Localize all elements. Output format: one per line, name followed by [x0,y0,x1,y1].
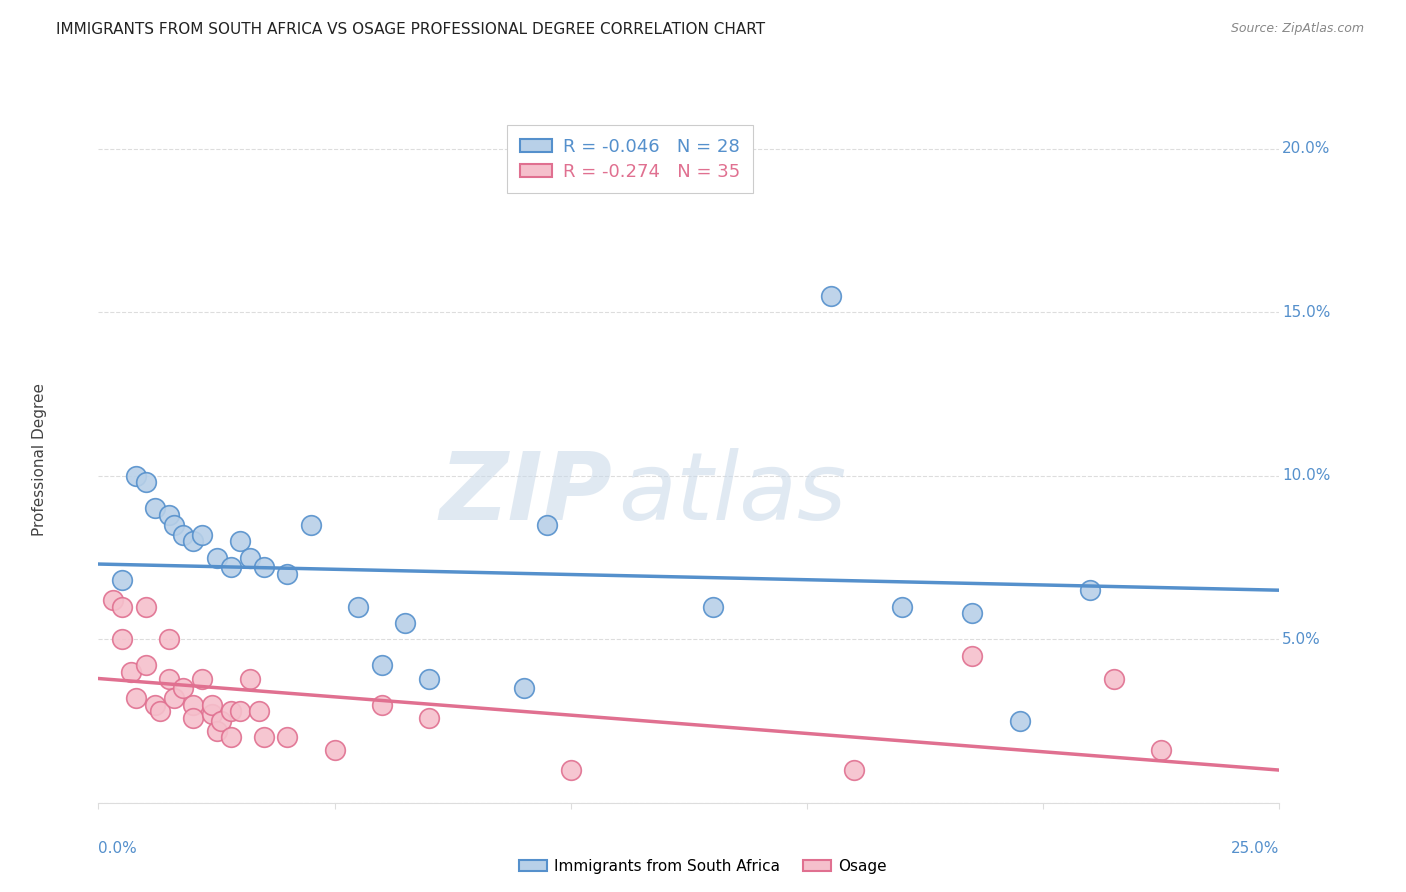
Point [143,698,166,712]
Text: 20.0%: 20.0% [1282,141,1330,156]
Point [201,707,224,722]
Point [1008,714,1031,728]
Point [229,704,252,718]
Point [163,691,186,706]
Point [205,550,228,565]
Point [125,468,148,483]
Point [276,566,298,581]
Point [299,517,322,532]
Legend: R = -0.046   N = 28, R = -0.274   N = 35: R = -0.046 N = 28, R = -0.274 N = 35 [508,125,752,194]
Point [512,681,534,696]
Point [229,534,252,549]
Point [111,632,134,647]
Point [253,560,276,574]
Point [135,658,157,673]
Point [394,615,416,630]
Point [209,714,232,728]
Text: 15.0%: 15.0% [1282,305,1330,319]
Point [702,599,724,614]
Point [253,731,276,745]
Point [418,672,440,686]
Point [201,698,224,712]
Point [371,658,394,673]
Point [323,743,346,757]
Point [181,698,204,712]
Point [347,599,370,614]
Point [191,527,214,541]
Point [844,763,866,777]
Text: Source: ZipAtlas.com: Source: ZipAtlas.com [1230,22,1364,36]
Legend: Immigrants from South Africa, Osage: Immigrants from South Africa, Osage [513,853,893,880]
Text: ZIP: ZIP [439,448,612,540]
Text: 25.0%: 25.0% [1232,840,1279,855]
Point [125,691,148,706]
Point [149,704,172,718]
Point [247,704,270,718]
Point [181,534,204,549]
Point [121,665,143,679]
Point [172,527,194,541]
Point [418,711,440,725]
Point [1150,743,1173,757]
Point [219,704,242,718]
Point [820,289,842,303]
Point [157,672,180,686]
Point [219,731,242,745]
Point [163,517,186,532]
Point [205,723,228,738]
Point [143,501,166,516]
Text: 10.0%: 10.0% [1282,468,1330,483]
Point [536,517,558,532]
Text: atlas: atlas [619,448,846,540]
Point [157,508,180,522]
Text: Professional Degree: Professional Degree [32,383,46,536]
Point [191,672,214,686]
Point [962,606,984,620]
Text: 5.0%: 5.0% [1282,632,1320,647]
Point [276,731,298,745]
Point [157,632,180,647]
Point [101,593,124,607]
Point [890,599,912,614]
Point [135,475,157,490]
Point [172,681,194,696]
Text: IMMIGRANTS FROM SOUTH AFRICA VS OSAGE PROFESSIONAL DEGREE CORRELATION CHART: IMMIGRANTS FROM SOUTH AFRICA VS OSAGE PR… [56,22,765,37]
Point [239,672,262,686]
Point [111,599,134,614]
Point [111,574,134,588]
Point [219,560,242,574]
Point [135,599,157,614]
Point [560,763,582,777]
Point [962,648,984,663]
Point [1102,672,1125,686]
Point [239,550,262,565]
Point [181,711,204,725]
Text: 0.0%: 0.0% [98,840,138,855]
Point [371,698,394,712]
Point [1080,583,1102,598]
